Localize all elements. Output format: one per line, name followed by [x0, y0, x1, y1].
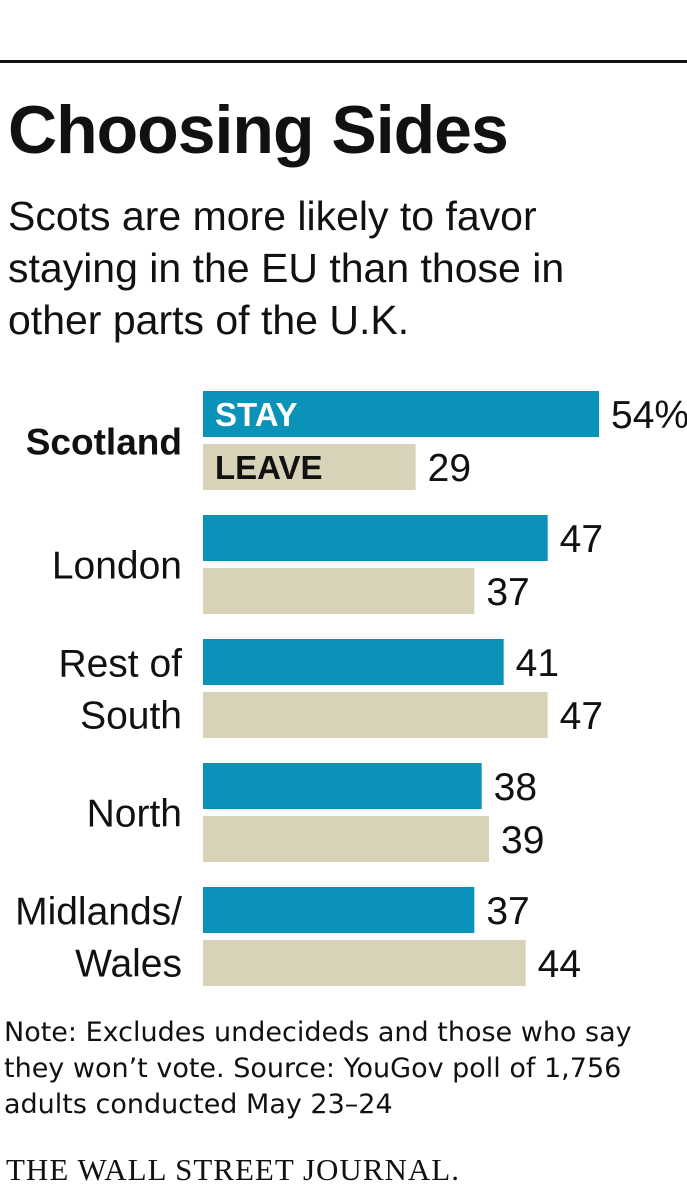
publisher-logo: THE WALL STREET JOURNAL.	[6, 1152, 460, 1187]
bar-leave-2	[203, 692, 548, 738]
value-label: 39	[501, 819, 544, 862]
value-label: 37	[486, 890, 529, 933]
value-label: 41	[516, 642, 559, 685]
bar-stay-1	[203, 515, 548, 561]
bar-leave-1	[203, 568, 475, 614]
bar-stay-2	[203, 639, 504, 685]
top-rule	[0, 60, 687, 63]
category-label: London	[52, 545, 182, 588]
legend-label-leave: LEAVE	[215, 449, 323, 486]
bar-stay-0	[203, 391, 599, 437]
value-label: 29	[428, 447, 471, 490]
legend-label-stay: STAY	[215, 396, 298, 433]
bar-chart: 54%STAY29LEAVEScotland4737London4147Rest…	[15, 391, 687, 986]
bar-stay-3	[203, 763, 482, 809]
chart-note: Note: Excludes undecideds and those who …	[4, 1017, 632, 1120]
category-label: Scotland	[26, 422, 182, 463]
category-label: North	[87, 793, 182, 836]
value-label: 47	[560, 695, 603, 738]
category-label: Rest of	[58, 643, 182, 686]
category-label: Wales	[75, 943, 182, 986]
bar-leave-3	[203, 816, 489, 862]
bar-stay-4	[203, 887, 475, 933]
chart-title: Choosing Sides	[8, 92, 509, 168]
bar-leave-4	[203, 940, 526, 986]
value-label: 47	[560, 518, 603, 561]
value-label: 37	[486, 571, 529, 614]
value-label: 54%	[611, 394, 687, 437]
chart-subtitle: Scots are more likely to favor staying i…	[8, 193, 565, 343]
value-label: 44	[538, 943, 581, 986]
category-label: South	[80, 695, 182, 738]
value-label: 38	[494, 766, 537, 809]
bar-leave-0	[203, 444, 416, 490]
category-label: Midlands/	[15, 891, 182, 934]
